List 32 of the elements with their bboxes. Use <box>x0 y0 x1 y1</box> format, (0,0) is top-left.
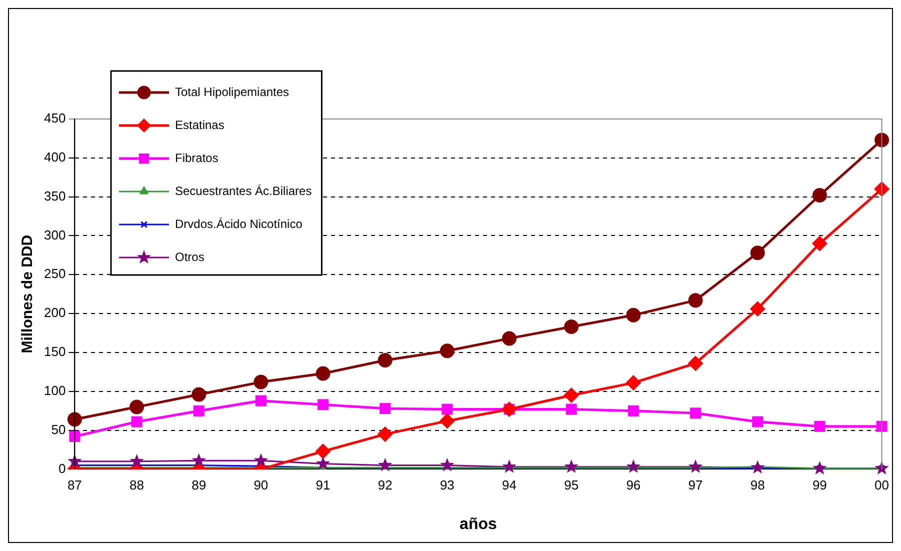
y-tick-label: 0 <box>58 460 66 476</box>
y-tick-label: 200 <box>44 305 66 320</box>
y-tick-label: 50 <box>51 422 66 437</box>
x-axis-title: años <box>460 516 498 533</box>
y-tick-label: 350 <box>44 188 66 204</box>
x-tick-label: 87 <box>67 478 82 493</box>
x-tick-label: 88 <box>130 478 144 493</box>
y-axis-title: Millones de DDD <box>19 234 36 354</box>
x-tick-label: 98 <box>750 478 765 493</box>
legend-label: Total Hipolipemiantes <box>175 84 290 99</box>
x-tick-label: 94 <box>502 478 517 493</box>
legend-label: Drvdos.Ácido Nicotínico <box>175 216 303 231</box>
x-tick-label: 90 <box>254 478 268 493</box>
x-tick-label: 89 <box>192 478 206 493</box>
y-tick-label: 450 <box>44 110 66 126</box>
legend-label: Estatinas <box>175 118 224 132</box>
y-tick-label: 300 <box>44 227 66 242</box>
x-tick-label: 92 <box>378 478 392 493</box>
x-tick-label: 91 <box>316 478 330 493</box>
x-tick-label: 93 <box>440 478 454 493</box>
y-tick-label: 150 <box>44 344 66 360</box>
y-tick-label: 250 <box>44 266 66 282</box>
legend-label: Otros <box>175 250 204 264</box>
x-tick-label: 99 <box>812 478 827 493</box>
x-tick-label: 00 <box>874 478 890 493</box>
y-tick-label: 400 <box>44 149 66 164</box>
x-tick-label: 96 <box>626 478 641 493</box>
legend-label: Fibratos <box>175 150 218 165</box>
x-tick-label: 95 <box>564 478 579 493</box>
x-tick-label: 97 <box>688 478 703 493</box>
y-tick-label: 100 <box>44 382 66 398</box>
legend-label: Secuestrantes Ác.Biliares <box>175 184 312 198</box>
